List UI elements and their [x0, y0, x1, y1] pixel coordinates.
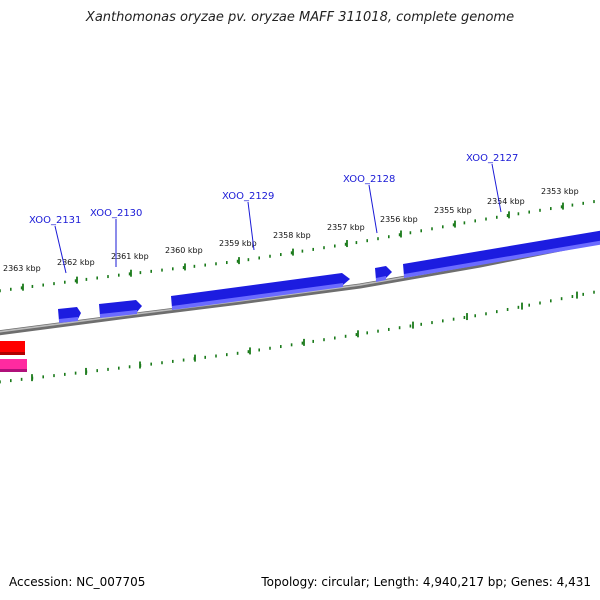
figure-title: Xanthomonas oryzae pv. oryzae MAFF 31101… [85, 10, 515, 25]
scale-label: 2358 kbp [273, 231, 311, 240]
scale-label: 2360 kbp [165, 246, 203, 255]
scale-label: 2356 kbp [380, 215, 418, 224]
reverse-strand-genes [0, 341, 27, 372]
gene-feature[interactable] [0, 341, 25, 355]
gene-feature[interactable] [403, 229, 600, 278]
accession-label: Accession: NC_007705 [9, 575, 146, 589]
scale-label: 2359 kbp [219, 239, 257, 248]
gene-label[interactable]: XOO_2128 [343, 174, 395, 185]
scale-label: 2353 kbp [541, 187, 579, 196]
gene-labels: XOO_2131 XOO_2130 XOO_2129 XOO_2128 XOO_2127 [29, 153, 518, 274]
gene-feature[interactable] [0, 359, 27, 372]
gene-label-leader [368, 184, 378, 234]
gene-feature[interactable] [171, 273, 350, 310]
scale-labels: 2363 kbp 2362 kbp 2361 kbp 2360 kbp 2359 kbp… [3, 187, 579, 273]
scale-label: 2362 kbp [57, 258, 95, 267]
scale-label: 2361 kbp [111, 252, 149, 261]
forward-strand-genes [58, 229, 600, 323]
scale-label: 2354 kbp [487, 197, 525, 206]
gene-feature[interactable] [58, 307, 81, 323]
gene-feature[interactable] [99, 300, 142, 318]
scale-label: 2357 kbp [327, 223, 365, 232]
gene-feature[interactable] [375, 266, 392, 282]
gene-label[interactable]: XOO_2130 [90, 208, 142, 219]
gene-label[interactable]: XOO_2129 [222, 191, 274, 202]
gene-label[interactable]: XOO_2131 [29, 215, 81, 226]
genome-summary: Topology: circular; Length: 4,940,217 bp… [261, 575, 591, 589]
gene-label-leader [54, 225, 67, 274]
gene-label-leader [491, 163, 502, 213]
scale-label: 2363 kbp [3, 264, 41, 273]
scale-label: 2355 kbp [434, 206, 472, 215]
outer-scale-ticks [0, 200, 595, 293]
gene-label[interactable]: XOO_2127 [466, 153, 518, 164]
inner-scale-ticks [0, 290, 595, 384]
gene-label-leader [247, 201, 255, 251]
